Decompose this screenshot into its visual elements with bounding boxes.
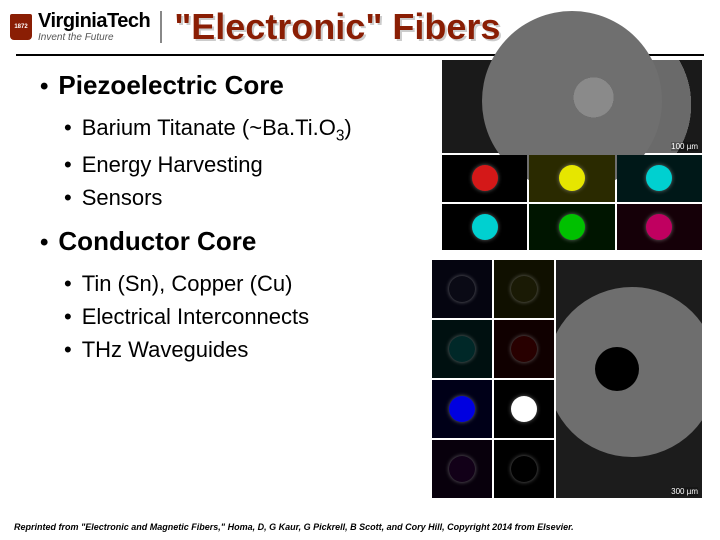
university-tagline: Invent the Future — [38, 33, 150, 43]
eds-map-tile — [432, 320, 492, 378]
scale-bar-label: 100 µm — [671, 142, 698, 151]
eds-map-tile — [494, 260, 554, 318]
sem-main-image-top: 100 µm — [442, 60, 702, 153]
slide-title: "Electronic" Fibers — [174, 6, 500, 47]
eds-map-tile — [529, 204, 614, 251]
eds-map-tile — [432, 440, 492, 498]
eds-map-tile — [617, 155, 702, 202]
eds-map-tile — [432, 260, 492, 318]
eds-map-tile — [529, 155, 614, 202]
sem-main-image-bottom: 300 µm — [556, 260, 702, 498]
eds-map-tile — [442, 155, 527, 202]
eds-map-tile — [494, 320, 554, 378]
logo-year: 1872 — [14, 24, 27, 30]
scale-bar-label: 300 µm — [671, 487, 698, 496]
sem-image-top-grid: 100 µm — [442, 60, 702, 250]
eds-map-tile — [494, 440, 554, 498]
citation-text: Reprinted from "Electronic and Magnetic … — [14, 522, 706, 532]
eds-map-tile — [617, 204, 702, 251]
university-name: VirginiaTech — [38, 11, 150, 31]
sem-image-bottom-grid: 300 µm — [432, 260, 702, 505]
eds-map-tile — [442, 204, 527, 251]
eds-map-tile — [432, 380, 492, 438]
eds-map-tile — [494, 380, 554, 438]
virginia-tech-logo: 1872 VirginiaTech Invent the Future — [10, 11, 162, 43]
vt-shield-icon: 1872 — [10, 14, 32, 40]
vt-text-block: VirginiaTech Invent the Future — [38, 11, 150, 43]
